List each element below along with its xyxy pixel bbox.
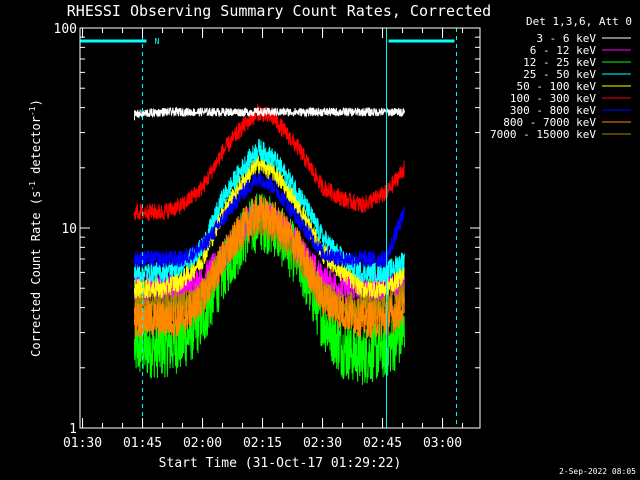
series-line-3to6keV <box>134 106 405 119</box>
y-axis: 1 10 100 <box>54 22 480 437</box>
y-tick-label: 1 <box>69 422 77 437</box>
legend-label: 25 - 50 keV <box>523 68 596 81</box>
legend-label: 800 - 7000 keV <box>503 116 596 129</box>
x-tick-label: 02:45 <box>363 436 402 451</box>
x-tick-label: 02:15 <box>243 436 282 451</box>
legend-label: 50 - 100 keV <box>517 80 597 93</box>
series-layer <box>134 104 405 385</box>
y-tick-label: 100 <box>54 22 77 37</box>
legend-label: 6 - 12 keV <box>530 44 597 57</box>
y-axis-label: Corrected Count Rate (s-1 detector-1) <box>28 99 43 357</box>
series-line-50to100keV <box>134 154 405 299</box>
x-tick-label: 02:30 <box>303 436 342 451</box>
night-flag-label: N <box>155 37 160 46</box>
legend-label: 300 - 800 keV <box>510 104 596 117</box>
x-tick-label: 01:30 <box>63 436 102 451</box>
x-axis: 01:30 01:45 02:00 02:15 02:30 02:45 03:00 <box>63 28 464 451</box>
legend-label: 12 - 25 keV <box>523 56 596 69</box>
series-line-300to800keV <box>134 170 405 268</box>
x-tick-label: 02:00 <box>183 436 222 451</box>
legend-label: 7000 - 15000 keV <box>490 128 596 141</box>
x-tick-label: 03:00 <box>423 436 462 451</box>
legend-label: 100 - 300 keV <box>510 92 596 105</box>
series-line-800to7000keV <box>134 195 405 340</box>
x-tick-label: 01:45 <box>123 436 162 451</box>
footer-timestamp: 2-Sep-2022 08:05 <box>559 467 636 476</box>
legend-title: Det 1,3,6, Att 0 <box>526 15 632 28</box>
y-tick-label: 10 <box>61 222 77 237</box>
x-axis-label: Start Time (31-Oct-17 01:29:22) <box>159 456 402 471</box>
legend-label: 3 - 6 keV <box>536 32 596 45</box>
chart-title: RHESSI Observing Summary Count Rates, Co… <box>67 2 491 20</box>
